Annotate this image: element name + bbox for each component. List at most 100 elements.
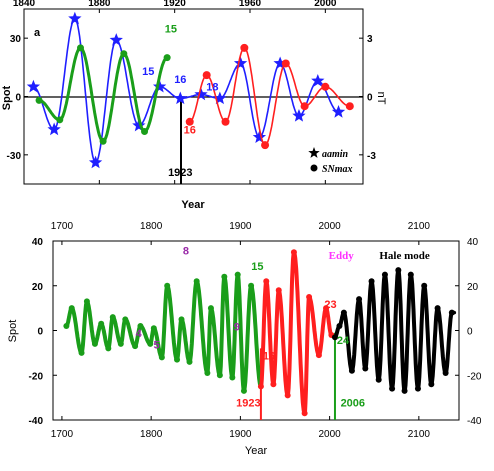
data-point-star: [213, 91, 227, 105]
panel-a-series: [26, 11, 354, 169]
legend-snmax: SNmax: [310, 164, 353, 175]
data-point-circle: [221, 117, 230, 126]
data-point: [201, 337, 205, 341]
data-point: [295, 290, 300, 295]
extremum-point: [315, 352, 322, 359]
data-point: [306, 306, 310, 310]
data-point: [136, 334, 140, 338]
extremum-point: [158, 354, 165, 361]
data-point: [114, 326, 118, 330]
data-point: [319, 346, 323, 350]
data-point: [115, 331, 119, 335]
data-point: [267, 311, 271, 315]
data-point: [155, 338, 159, 342]
data-point: [68, 311, 72, 315]
data-point-star: [152, 79, 167, 93]
annotation: 5: [153, 339, 159, 351]
data-point-circle: [163, 54, 171, 62]
extremum-point: [434, 305, 441, 312]
data-point: [367, 313, 371, 317]
data-point: [276, 294, 280, 299]
x-tick-label: 1960: [239, 0, 262, 9]
data-point: [178, 331, 182, 335]
data-point-star: [194, 87, 208, 101]
extremum-point: [306, 293, 313, 300]
data-point: [269, 350, 273, 354]
data-point: [255, 355, 259, 359]
data-point: [399, 315, 403, 319]
data-point: [345, 325, 349, 329]
x-tick-label: 1900: [229, 429, 252, 440]
data-point: [364, 362, 368, 366]
data-point: [400, 342, 404, 346]
data-point-circle: [185, 117, 194, 126]
data-point: [345, 335, 350, 339]
data-point: [374, 347, 378, 351]
annotation: 2006: [341, 398, 365, 410]
extremum-point: [178, 316, 185, 323]
data-point: [162, 320, 167, 324]
data-point: [268, 331, 272, 335]
data-point: [244, 373, 248, 378]
data-point: [66, 320, 70, 324]
extremum-point: [164, 282, 171, 289]
data-point: [304, 371, 308, 375]
panel-a-legend: aamin SNmax: [308, 147, 353, 175]
data-point: [142, 329, 146, 333]
panel-b-y-ticks: -40 -20 0 20 40: [29, 237, 57, 427]
data-point: [361, 340, 365, 344]
data-point: [265, 283, 269, 287]
data-point: [380, 313, 384, 317]
data-point: [82, 325, 86, 329]
panel-a-xlabel: Year: [181, 199, 205, 211]
extremum-point: [174, 356, 181, 363]
annotation: Eddy: [329, 250, 355, 262]
data-point: [433, 336, 437, 340]
data-point: [365, 350, 369, 354]
data-point: [200, 325, 204, 329]
data-point: [261, 358, 265, 362]
extremum-point: [257, 383, 264, 390]
data-point-circle: [77, 44, 84, 52]
data-point: [173, 352, 177, 356]
x-tick-label: 2000: [318, 429, 341, 440]
data-point: [171, 326, 175, 330]
data-point: [225, 300, 229, 304]
extremum-point: [290, 249, 297, 256]
extremum-point: [147, 340, 154, 347]
panel-a-ylabel: Spot: [1, 85, 13, 110]
data-point-star: [109, 33, 123, 46]
panel-a-label: a: [34, 27, 41, 39]
data-point-circle: [120, 50, 128, 58]
data-point: [431, 368, 435, 372]
data-point-star: [252, 130, 267, 143]
extremum-point: [109, 314, 116, 321]
data-point: [161, 351, 165, 355]
data-point: [263, 286, 267, 290]
data-point: [373, 328, 377, 333]
data-point: [299, 371, 303, 375]
extremum-point: [122, 316, 129, 323]
data-point: [410, 277, 414, 281]
legend-aamin: aamin: [308, 147, 349, 160]
data-point: [321, 321, 325, 325]
right-tick-label: 0: [467, 327, 473, 338]
data-point: [368, 296, 372, 300]
data-point: [296, 310, 300, 314]
data-point: [206, 361, 210, 366]
data-point: [446, 347, 450, 352]
data-point: [129, 333, 133, 337]
data-point: [275, 312, 279, 316]
x-tick-label: 1700: [51, 429, 74, 440]
data-point: [414, 370, 418, 374]
y-tick-label: 20: [32, 282, 44, 293]
data-point: [74, 325, 78, 329]
data-point: [403, 383, 408, 387]
data-point: [311, 312, 315, 316]
data-point: [387, 351, 391, 356]
top-tick-label: 2100: [408, 221, 431, 232]
right-tick-label: -20: [467, 371, 482, 382]
data-point: [83, 312, 87, 316]
data-point: [87, 304, 91, 308]
